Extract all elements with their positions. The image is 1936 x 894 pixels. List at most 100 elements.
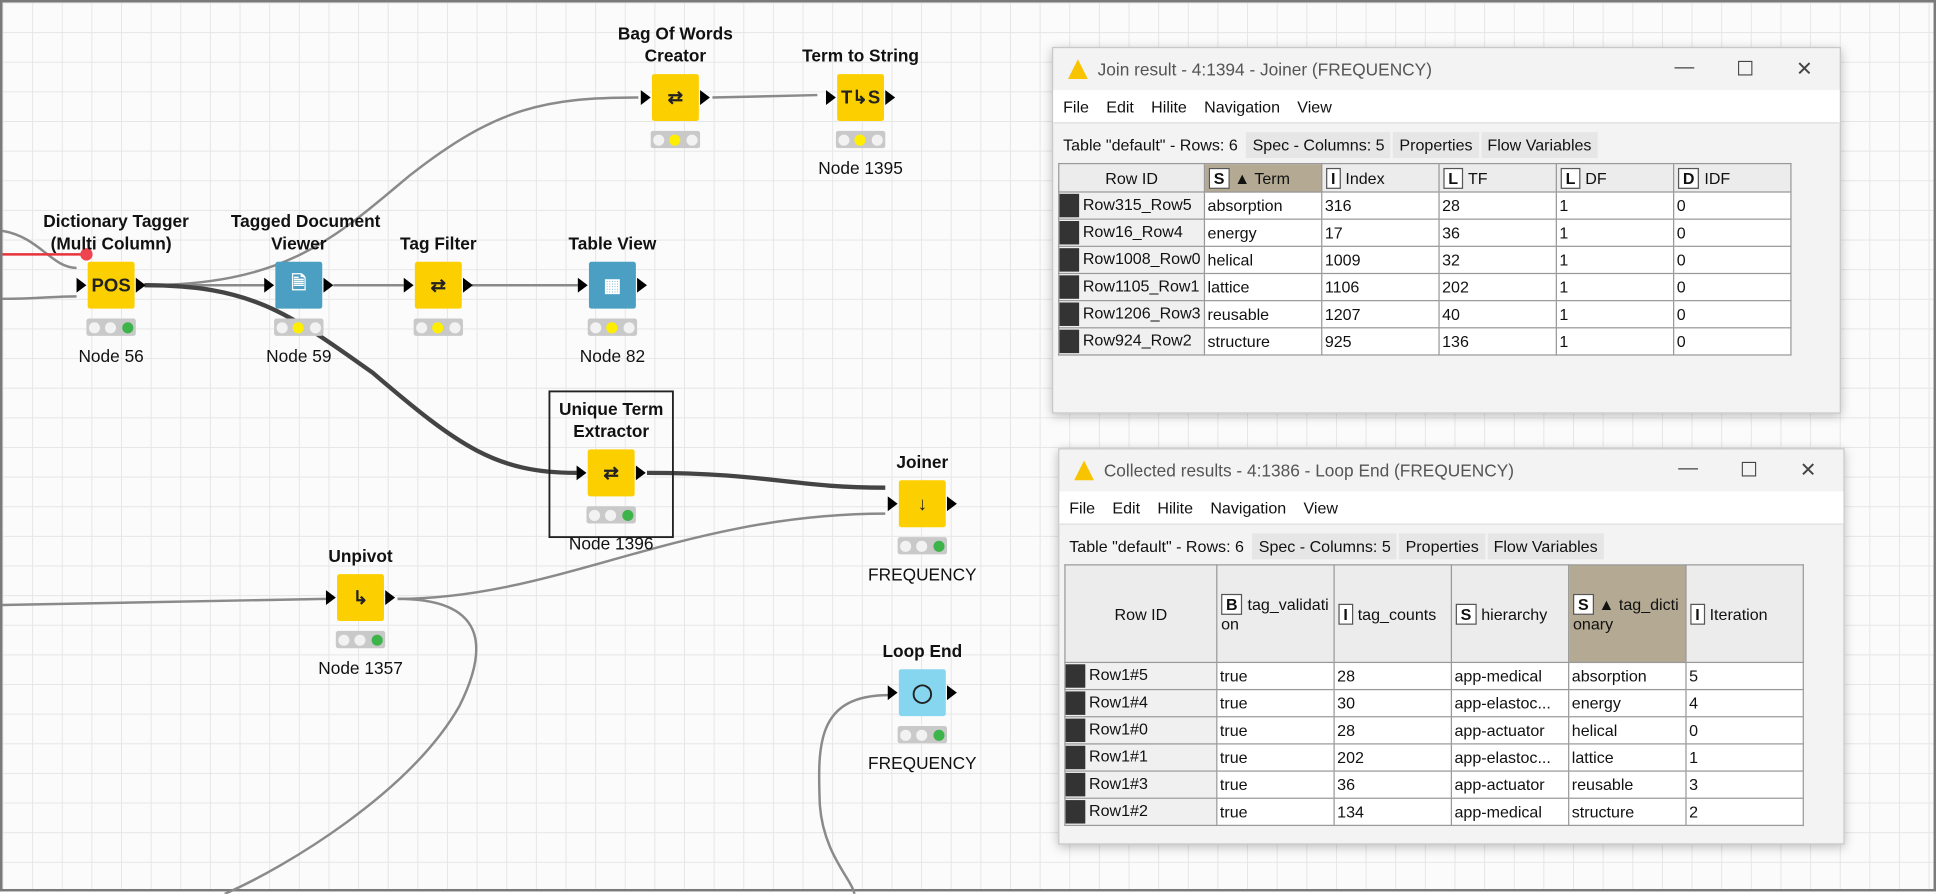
table-row[interactable]: Row1#2 true 134 app-medical structure 2 [1064, 797, 1804, 827]
tab-3[interactable]: Flow Variables [1487, 533, 1604, 560]
table-cell[interactable]: 0 [1673, 191, 1792, 220]
row-id-cell[interactable]: Row1#3 [1064, 770, 1218, 799]
table-row[interactable]: Row1#3 true 36 app-actuator reusable 3 [1064, 770, 1804, 799]
output-port-icon[interactable] [637, 277, 647, 293]
table-cell[interactable]: 134 [1333, 797, 1453, 827]
menu-hilite[interactable]: Hilite [1151, 96, 1187, 116]
table-row[interactable]: Row1#4 true 30 app-elastoc... energy 4 [1064, 688, 1804, 718]
input-port-icon[interactable] [577, 277, 588, 293]
input-port-icon[interactable] [76, 277, 87, 293]
row-id-cell[interactable]: Row315_Row5 [1058, 191, 1206, 220]
minimize-button[interactable]: — [1674, 56, 1695, 78]
table-row[interactable]: Row315_Row5 absorption 316 28 1 0 [1058, 191, 1792, 220]
table-cell[interactable]: true [1216, 797, 1335, 827]
title-bar[interactable]: Collected results - 4:1386 - Loop End (F… [1059, 449, 1843, 491]
table-cell[interactable]: 316 [1321, 191, 1440, 220]
menu-hilite[interactable]: Hilite [1157, 498, 1194, 517]
tab-1[interactable]: Spec - Columns: 5 [1246, 132, 1391, 159]
table-row[interactable]: Row16_Row4 energy 17 36 1 0 [1058, 218, 1792, 247]
joiner-icon[interactable]: ↓ [887, 480, 957, 528]
table-row[interactable]: Row924_Row2 structure 925 136 1 0 [1058, 327, 1792, 356]
table-cell[interactable]: structure [1203, 327, 1323, 356]
table-cell[interactable]: 1 [1555, 245, 1675, 275]
table-cell[interactable]: 925 [1321, 327, 1440, 356]
table-cell[interactable]: 0 [1673, 300, 1792, 329]
node-name[interactable]: Node 59 [266, 345, 332, 366]
row-id-cell[interactable]: Row1105_Row1 [1058, 272, 1206, 302]
document-transform-icon[interactable]: ⇄ [576, 449, 646, 497]
data-table[interactable]: Row ID S ▲ Term I Index L TF L DF D IDF Row315_Row5… [1058, 162, 1792, 356]
column-header[interactable]: Row ID [1058, 162, 1206, 193]
menu-view[interactable]: View [1297, 96, 1332, 116]
node-name[interactable]: FREQUENCY [868, 564, 977, 585]
title-bar[interactable]: Join result - 4:1394 - Joiner (FREQUENCY… [1053, 48, 1840, 90]
table-cell[interactable]: 36 [1333, 770, 1453, 799]
table-cell[interactable]: 17 [1321, 218, 1440, 247]
node-tts[interactable]: Term to String T↳S Node 1395 [793, 44, 929, 178]
table-cell[interactable]: helical [1568, 716, 1687, 745]
tab-2[interactable]: Properties [1399, 533, 1485, 560]
output-port-icon[interactable] [385, 590, 396, 606]
tab-1[interactable]: Spec - Columns: 5 [1252, 533, 1397, 560]
node-loopend[interactable]: Loop End ◯ FREQUENCY [854, 640, 990, 773]
table-cell[interactable]: 1207 [1321, 300, 1440, 329]
table-cell[interactable]: 4 [1685, 688, 1804, 718]
input-port-icon[interactable] [264, 277, 275, 293]
term-to-string-icon[interactable]: T↳S [826, 74, 896, 122]
input-port-icon[interactable] [403, 277, 414, 293]
table-cell[interactable]: structure [1568, 797, 1687, 827]
menu-navigation[interactable]: Navigation [1210, 498, 1287, 517]
output-port-icon[interactable] [947, 685, 957, 701]
maximize-button[interactable]: ☐ [1740, 460, 1758, 482]
unpivot-icon[interactable]: ↳ [325, 574, 396, 622]
column-header[interactable]: S ▲ Term [1203, 162, 1323, 193]
node-tv[interactable]: Table View ▦ Node 82 [545, 232, 681, 365]
output-port-icon[interactable] [700, 90, 710, 105]
table-cell[interactable]: 1 [1685, 743, 1804, 772]
table-row[interactable]: Row1206_Row3 reusable 1207 40 1 0 [1058, 300, 1792, 329]
pos-tagger-icon[interactable]: POS [76, 261, 146, 309]
output-port-icon[interactable] [463, 277, 473, 293]
column-header[interactable]: I Iteration [1685, 564, 1804, 664]
row-id-cell[interactable]: Row1#4 [1064, 688, 1218, 718]
table-row[interactable]: Row1#5 true 28 app-medical absorption 5 [1064, 661, 1804, 691]
table-icon[interactable]: ▦ [577, 261, 647, 309]
node-name[interactable]: Node 82 [579, 345, 646, 366]
table-cell[interactable]: true [1216, 661, 1335, 691]
row-id-cell[interactable]: Row1#0 [1064, 716, 1218, 745]
table-cell[interactable]: 0 [1673, 327, 1792, 356]
node-join[interactable]: Joiner ↓ FREQUENCY [854, 451, 990, 584]
table-cell[interactable]: 1 [1555, 272, 1675, 302]
menu-edit[interactable]: Edit [1106, 96, 1134, 116]
node-tdv[interactable]: Tagged Document Viewer 🗎 Node 59 [231, 210, 380, 366]
join-result-window[interactable]: Join result - 4:1394 - Joiner (FREQUENCY… [1051, 46, 1841, 414]
table-cell[interactable]: app-actuator [1450, 716, 1570, 745]
row-id-cell[interactable]: Row1008_Row0 [1058, 245, 1206, 275]
node-name[interactable]: FREQUENCY [868, 753, 977, 773]
row-id-cell[interactable]: Row1#2 [1064, 797, 1218, 827]
menu-navigation[interactable]: Navigation [1204, 96, 1281, 116]
table-cell[interactable]: true [1216, 770, 1335, 799]
table-cell[interactable]: app-elastoc... [1450, 743, 1570, 772]
table-cell[interactable]: app-actuator [1450, 770, 1570, 799]
table-row[interactable]: Row1008_Row0 helical 1009 32 1 0 [1058, 245, 1792, 275]
maximize-button[interactable]: ☐ [1736, 59, 1755, 81]
node-name[interactable]: Node 56 [78, 345, 144, 366]
table-cell[interactable]: absorption [1568, 661, 1687, 691]
table-cell[interactable]: 0 [1673, 272, 1792, 302]
input-port-icon[interactable] [640, 90, 651, 105]
node-name[interactable]: Node 1395 [818, 158, 903, 178]
table-cell[interactable]: lattice [1203, 272, 1323, 302]
table-cell[interactable]: reusable [1203, 300, 1323, 329]
node-bow[interactable]: Bag Of Words Creator ⇄ [607, 22, 743, 158]
table-cell[interactable]: lattice [1568, 743, 1687, 772]
tab-3[interactable]: Flow Variables [1481, 132, 1598, 159]
output-port-icon[interactable] [885, 90, 896, 105]
menu-view[interactable]: View [1303, 498, 1338, 517]
table-cell[interactable]: app-elastoc... [1450, 688, 1570, 718]
output-port-icon[interactable] [947, 496, 957, 512]
